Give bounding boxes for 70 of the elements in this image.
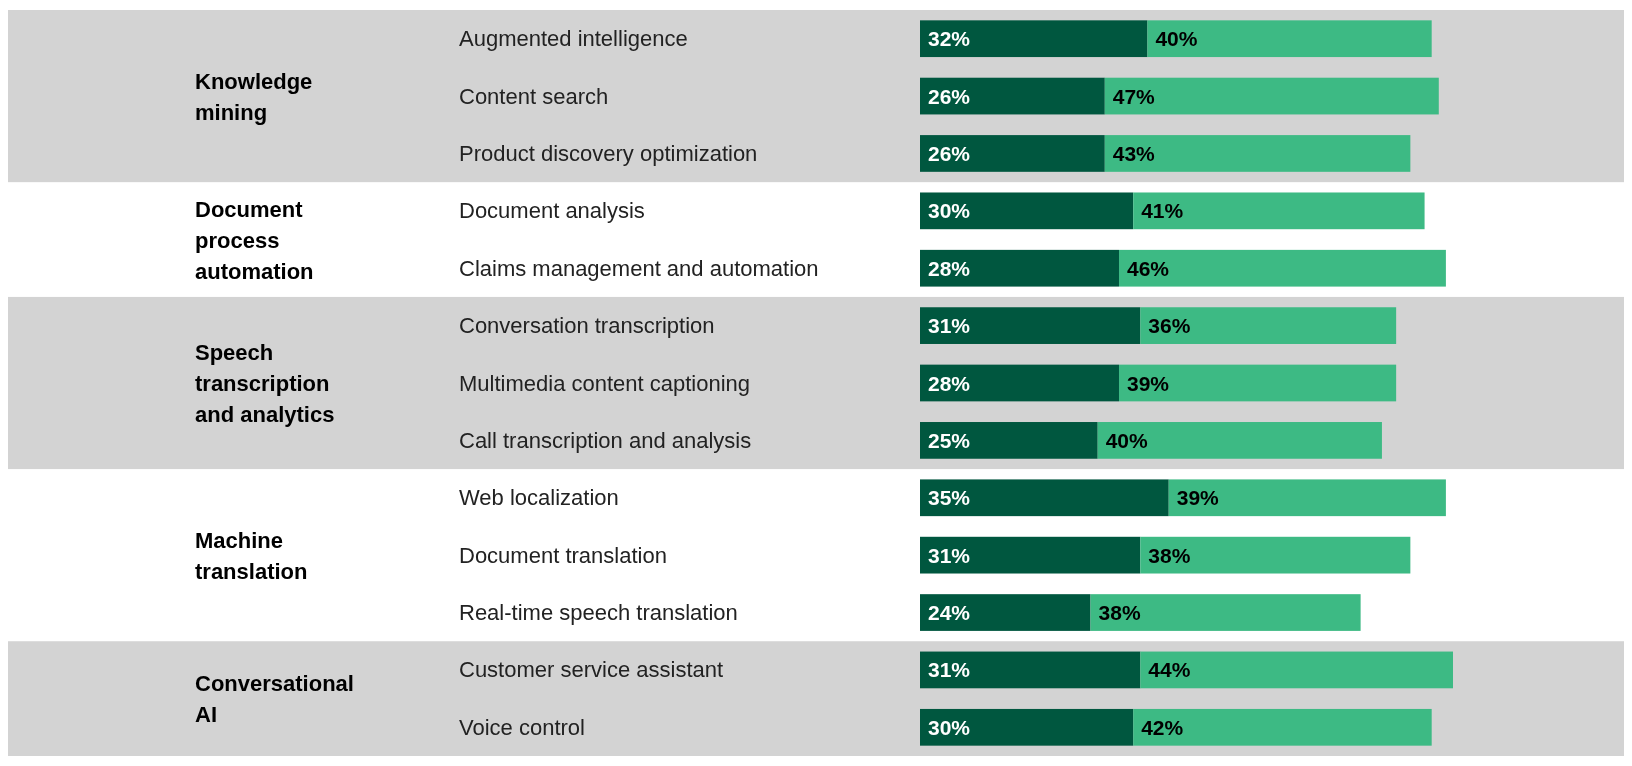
bar [1104,135,1411,172]
data-label: 44% [1148,658,1191,682]
y-tick-label: Conversation transcription [459,313,715,339]
data-label: 26% [928,84,971,108]
bar [1133,708,1432,746]
data-label: 35% [928,486,971,510]
y-tick-label: Claims management and automation [459,255,819,281]
data-label: 30% [928,715,971,739]
bar [920,249,1119,287]
bar [920,307,1141,344]
bar [1133,192,1425,230]
band-label: Conversational AI [195,670,354,727]
y-tick-label: Augmented intelligence [459,26,688,52]
data-label: 43% [1112,141,1156,165]
bar [920,651,1141,689]
y-tick-label: Real-time speech translation [459,600,738,626]
data-label: 24% [928,601,971,625]
data-label: 32% [928,27,971,51]
bar [1140,536,1411,574]
data-label: 25% [928,428,971,452]
y-tick-label: Call transcription and analysis [459,427,752,453]
band-label: Knowledge mining [195,68,313,125]
bar [920,135,1105,172]
bar [920,77,1105,115]
y-tick-label: Customer service assistant [459,657,724,683]
bar [920,594,1091,631]
bar [920,708,1134,746]
bar [920,192,1134,230]
data-label: 40% [1155,27,1198,51]
data-label: 31% [928,658,971,682]
data-label: 40% [1105,428,1149,452]
bar [1104,77,1439,115]
y-tick-label: Document analysis [459,198,645,224]
text: Machine translation [195,527,308,584]
data-label: 28% [928,256,971,280]
data-label: 31% [928,314,971,338]
data-label: 41% [1141,199,1184,223]
bar [920,422,1098,459]
data-label: 46% [1126,256,1170,280]
bar [1140,307,1397,344]
y-tick-label: Content search [459,83,609,109]
bar [920,20,1148,58]
data-label: 39% [1126,371,1170,395]
bar [920,536,1141,574]
y-tick-label: Multimedia content captioning [459,370,751,396]
y-tick-label: Voice control [459,714,585,740]
data-label: 38% [1148,543,1191,567]
data-label: 47% [1112,84,1156,108]
y-tick-label: Web localization [459,485,619,511]
data-label: 39% [1176,486,1220,510]
bar [1140,651,1453,689]
bar [920,479,1169,517]
data-label: 30% [928,199,971,223]
y-tick-label: Document translation [459,542,667,568]
bar [1147,20,1432,58]
text: Document process automation [195,196,314,284]
data-label: 31% [928,543,971,567]
data-label: 28% [928,371,971,395]
bar [1097,422,1382,459]
bar [920,364,1119,402]
bar [1168,479,1446,517]
y-tick-label: Product discovery optimization [459,140,758,166]
band-label: Speech transcription and analytics [195,339,335,427]
data-label: 42% [1141,715,1184,739]
bar [1118,249,1446,287]
data-label: 38% [1098,601,1141,625]
bar [1090,594,1361,631]
data-label: 36% [1148,314,1191,338]
data-label: 26% [928,141,971,165]
bar [1118,364,1397,402]
